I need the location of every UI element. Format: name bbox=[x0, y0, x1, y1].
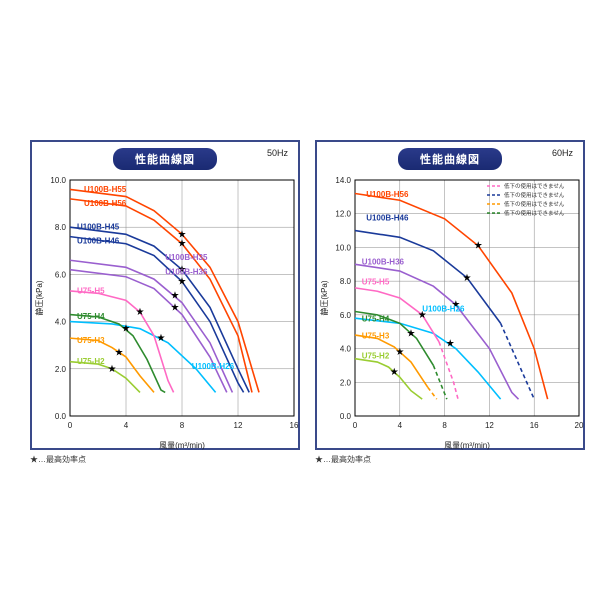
chart-title: 性能曲線図 bbox=[113, 148, 217, 170]
legend-note: 低下の使用はできません bbox=[504, 182, 565, 190]
star-footnote: ★…最高効率点 bbox=[30, 454, 86, 465]
svg-text:静圧(kPa): 静圧(kPa) bbox=[319, 280, 329, 315]
curve-U100B-H56 bbox=[355, 193, 548, 399]
svg-text:8: 8 bbox=[180, 421, 185, 430]
legend-note: 低下の使用はできません bbox=[504, 200, 565, 208]
curve-label: U100B-H35 bbox=[165, 253, 208, 262]
curve-label: U100B-H45 bbox=[77, 223, 120, 232]
star-marker: ★ bbox=[395, 347, 404, 358]
svg-text:16: 16 bbox=[530, 421, 539, 430]
star-marker: ★ bbox=[463, 273, 472, 284]
svg-text:6.0: 6.0 bbox=[55, 270, 67, 279]
svg-text:10.0: 10.0 bbox=[50, 176, 66, 185]
performance-chart: 0 4 8 12 16 20 0.0 2.0 4.0 6.0 8.0 10.0 12.0 14.0 風量(m… bbox=[317, 172, 587, 452]
curve-label: U100B-H56 bbox=[366, 190, 409, 199]
curve-label: U100B-H26 bbox=[192, 362, 235, 371]
star-marker: ★ bbox=[108, 364, 117, 375]
svg-text:風量(m³/min): 風量(m³/min) bbox=[159, 441, 205, 450]
curve-label: U75-H3 bbox=[77, 336, 105, 345]
curve-label: U100B-H46 bbox=[366, 213, 409, 222]
curve-label: U100B-H55 bbox=[84, 185, 127, 194]
svg-text:2.0: 2.0 bbox=[55, 365, 67, 374]
star-marker: ★ bbox=[136, 307, 145, 318]
star-marker: ★ bbox=[474, 241, 483, 252]
svg-text:0: 0 bbox=[353, 421, 358, 430]
star-footnote: ★…最高効率点 bbox=[315, 454, 371, 465]
svg-text:12.0: 12.0 bbox=[335, 210, 351, 219]
svg-text:0: 0 bbox=[68, 421, 73, 430]
curve-U75-H2 bbox=[70, 362, 140, 393]
svg-text:0.0: 0.0 bbox=[55, 412, 67, 421]
curve-label: U100B-H36 bbox=[165, 267, 208, 276]
svg-text:12: 12 bbox=[485, 421, 494, 430]
svg-text:4: 4 bbox=[124, 421, 129, 430]
curve-label: U100B-H36 bbox=[362, 257, 405, 266]
svg-text:8.0: 8.0 bbox=[340, 277, 352, 286]
curve-U75-H3-dashed bbox=[428, 387, 437, 399]
star-marker: ★ bbox=[122, 324, 131, 335]
star-marker: ★ bbox=[418, 310, 427, 321]
svg-text:2.0: 2.0 bbox=[340, 378, 352, 387]
hz-label: 60Hz bbox=[552, 148, 573, 158]
star-marker: ★ bbox=[407, 328, 416, 339]
star-marker: ★ bbox=[171, 291, 180, 302]
svg-text:12: 12 bbox=[234, 421, 243, 430]
svg-text:8: 8 bbox=[442, 421, 447, 430]
curve-U75-H3 bbox=[355, 335, 428, 387]
svg-text:風量(m³/min): 風量(m³/min) bbox=[444, 441, 490, 450]
svg-text:6.0: 6.0 bbox=[340, 311, 352, 320]
curve-label: U100B-H56 bbox=[84, 199, 127, 208]
curve-U75-H5-dashed bbox=[439, 342, 458, 399]
performance-chart: 0 4 8 12 16 0.0 2.0 4.0 6.0 8.0 10.0 風量(m³/min) 静圧(k… bbox=[32, 172, 302, 452]
star-marker: ★ bbox=[115, 347, 124, 358]
curve-label: U75-H5 bbox=[362, 278, 390, 287]
curve-label: U100B-H46 bbox=[77, 237, 120, 246]
svg-text:静圧(kPa): 静圧(kPa) bbox=[34, 280, 44, 315]
svg-text:0.0: 0.0 bbox=[340, 412, 352, 421]
star-marker: ★ bbox=[178, 239, 187, 250]
svg-text:4.0: 4.0 bbox=[55, 318, 67, 327]
svg-text:4: 4 bbox=[398, 421, 403, 430]
svg-text:8.0: 8.0 bbox=[55, 223, 67, 232]
star-marker: ★ bbox=[178, 276, 187, 287]
curve-label: U75-H4 bbox=[77, 312, 105, 321]
hz-label: 50Hz bbox=[267, 148, 288, 158]
curve-U100B-H35 bbox=[70, 260, 232, 392]
chart-title: 性能曲線図 bbox=[398, 148, 502, 170]
svg-text:10.0: 10.0 bbox=[335, 243, 351, 252]
chart-panel-60hz: 性能曲線図 60Hz 0 4 8 12 16 20 0.0 2.0 4.0 6.0 8.0 10.0 1… bbox=[315, 140, 585, 450]
svg-text:4.0: 4.0 bbox=[340, 345, 352, 354]
svg-text:14.0: 14.0 bbox=[335, 176, 351, 185]
star-marker: ★ bbox=[171, 302, 180, 313]
chart-panel-50hz: 性能曲線図 50Hz 0 4 8 12 16 0.0 2.0 4.0 6.0 8.0 10.0 風量(… bbox=[30, 140, 300, 450]
star-marker: ★ bbox=[157, 333, 166, 344]
curve-label: U75-H2 bbox=[362, 352, 390, 361]
svg-text:20: 20 bbox=[575, 421, 584, 430]
legend-note: 低下の使用はできません bbox=[504, 191, 565, 199]
curve-label: U75-H3 bbox=[362, 331, 390, 340]
svg-text:16: 16 bbox=[290, 421, 299, 430]
legend-note: 低下の使用はできません bbox=[504, 209, 565, 217]
curve-label: U75-H2 bbox=[77, 357, 105, 366]
curve-label: U75-H5 bbox=[77, 286, 105, 295]
curve-label: U100B-H26 bbox=[422, 304, 465, 313]
curve-label: U75-H4 bbox=[362, 315, 390, 324]
star-marker: ★ bbox=[390, 367, 399, 378]
star-marker: ★ bbox=[446, 339, 455, 350]
